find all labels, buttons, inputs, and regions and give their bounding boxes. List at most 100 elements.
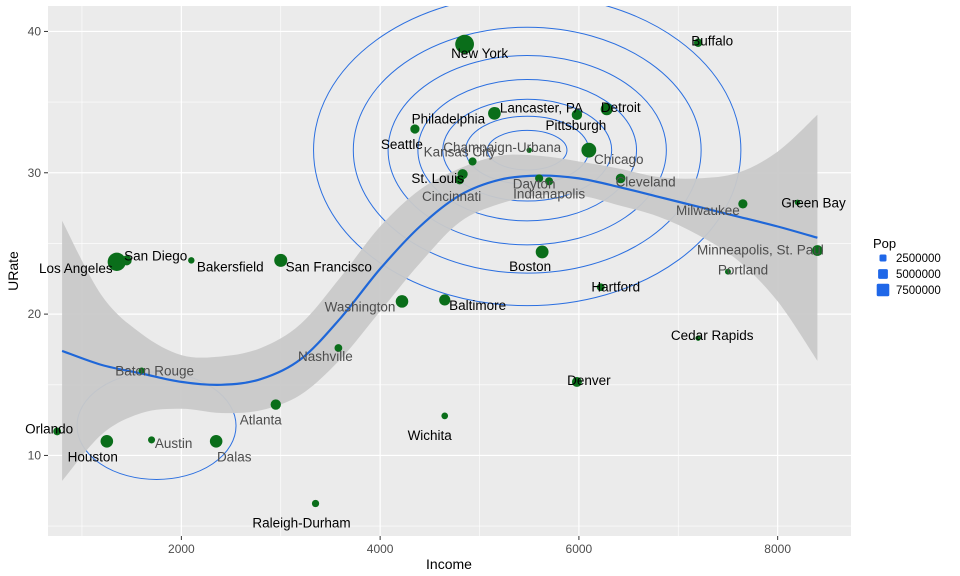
point-labels: New York Buffalo Philadelphia Lancaster, PA… [25,34,846,531]
data-point [138,367,145,374]
data-point [615,173,626,184]
data-point [274,253,288,267]
point-label: Indianapolis [513,186,585,201]
point-label: St. Louis [411,171,464,186]
point-label: Atlanta [240,413,283,428]
data-point [695,335,701,341]
legend: Pop 2500000 5000000 7500000 [873,236,941,297]
data-point [545,177,554,186]
point-label: Nashville [298,349,353,364]
x-tick-label: 6000 [566,542,593,556]
data-point [535,174,544,183]
data-point [738,199,748,209]
data-point [693,38,703,47]
point-label: Denver [567,373,611,388]
point-label: Boston [509,259,551,274]
point-label: Houston [68,449,118,464]
data-point [794,199,801,206]
legend-key [876,283,890,297]
point-label: Champaign-Urbana [443,140,561,155]
point-label: Bakersfield [197,259,264,274]
point-label: Washington [325,299,396,314]
point-label: Baton Rouge [115,364,194,379]
data-points [53,34,823,508]
point-label: Cincinnati [422,189,481,204]
data-point [53,427,62,436]
point-label: Austin [155,436,193,451]
point-label: Seattle [381,137,423,152]
y-tick-label: 40 [28,24,42,38]
point-label: Cleveland [616,174,676,189]
legend-title: Pop [873,236,896,251]
point-label: Los Angeles [39,261,113,276]
y-tick-label: 30 [28,166,42,180]
data-point [571,376,582,387]
legend-label: 2500000 [896,253,941,265]
x-axis-title: Income [426,556,472,572]
x-tick-label: 2000 [168,542,195,556]
data-point [535,245,549,259]
point-label: New York [451,46,508,61]
data-point [724,268,731,275]
data-point [334,344,343,352]
point-label: Milwaukee [676,203,740,218]
point-label: Raleigh-Durham [252,516,350,531]
smooth-trend-line [61,174,818,386]
point-label: San Diego [124,248,187,263]
point-label: Pittsburgh [546,118,607,133]
point-label: Dalas [217,449,252,464]
point-label: San Francisco [286,259,372,274]
point-label: Minneapolis, St. Paul [697,243,824,258]
data-point [121,255,132,266]
data-point [493,107,500,114]
data-point [812,245,823,256]
data-point [107,252,126,271]
data-point [188,257,195,264]
density-contour [352,26,702,274]
point-label: Lancaster, PA [500,101,583,116]
data-point [395,295,409,308]
point-label: Green Bay [781,196,846,211]
data-point [526,147,532,153]
y-tick-label: 20 [28,307,42,321]
data-point [311,499,320,508]
x-tick-label: 8000 [764,542,791,556]
data-point [441,412,449,420]
y-axis-title: URate [5,251,21,291]
data-point [270,399,281,410]
point-label: Chicago [594,152,644,167]
data-point [209,435,223,448]
point-label: Portland [718,263,768,278]
confidence-band [62,114,818,481]
point-label: Orlando [25,421,73,436]
data-point [468,157,477,166]
point-label: Buffalo [691,34,733,49]
data-point [600,103,613,116]
density-contour [442,98,613,202]
y-tick-label: 10 [28,448,42,462]
data-point [581,142,597,158]
data-point [596,283,605,292]
data-point [455,34,474,54]
point-label: Wichita [408,428,453,443]
point-label: Cedar Rapids [671,328,754,343]
point-label: Kansas City [424,145,496,160]
data-point [148,436,156,444]
point-label: Hartford [591,279,640,294]
data-point [455,175,465,185]
density-contour [417,78,638,222]
data-point [571,109,583,121]
data-point [410,124,420,134]
x-axis: 2000 4000 6000 8000 [168,536,791,556]
point-label: Detroit [601,100,641,115]
legend-label: 5000000 [896,269,941,281]
point-label: Dayton [513,176,556,191]
density-contour [313,6,742,307]
legend-key [879,254,887,262]
y-axis: 10 20 30 40 [28,24,48,462]
point-label: Baltimore [449,298,506,313]
legend-key [878,269,888,279]
density-contour [387,54,667,246]
data-point [100,435,114,448]
